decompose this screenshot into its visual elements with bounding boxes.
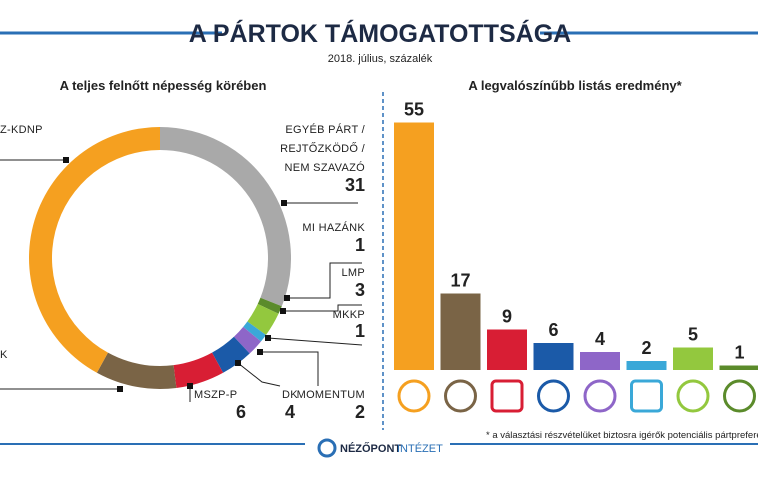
- party-logo: [490, 379, 524, 413]
- value-label: 55: [404, 100, 424, 120]
- party-logo: [676, 379, 710, 413]
- leader-dot: [284, 295, 290, 301]
- donut-slice: [160, 127, 291, 307]
- donut-slice: [233, 326, 261, 354]
- value-label: 4: [595, 329, 605, 349]
- slice-label: Z-KDNP: [0, 124, 43, 136]
- slice-label: MKKP: [333, 309, 365, 321]
- donut-slice: [247, 303, 279, 335]
- donut-slice: [257, 297, 282, 314]
- value-label: 5: [688, 325, 698, 345]
- leader-dot: [265, 335, 271, 341]
- bar: [440, 293, 481, 370]
- leader-line: [283, 304, 362, 312]
- slice-label: NEM SZAVAZÓ: [284, 161, 365, 174]
- value-label: 6: [236, 402, 246, 422]
- brand-name: INTÉZET: [397, 442, 443, 455]
- value-label: 1: [734, 343, 744, 363]
- leader-line: [267, 337, 363, 346]
- leader-dot: [257, 349, 263, 355]
- slice-label: MOMENTUM: [297, 389, 365, 401]
- party-logo: [630, 379, 663, 413]
- leader-dot: [187, 383, 193, 389]
- value-label: 4: [285, 402, 295, 422]
- value-label: 31: [345, 175, 365, 195]
- donut-slice: [212, 336, 250, 373]
- value-label: 1: [355, 235, 365, 255]
- slice-label: EGYÉB PÁRT /: [285, 123, 365, 136]
- donut-slice: [29, 127, 161, 373]
- brand-icon: [317, 438, 337, 458]
- donut-slice: [173, 352, 224, 388]
- slice-label: MI HAZÁNK: [302, 221, 365, 234]
- value-label: 9: [502, 307, 512, 327]
- leader-dot: [235, 360, 241, 366]
- bar: [580, 352, 620, 370]
- slice-label: MSZP-P: [194, 389, 237, 401]
- leader-line: [287, 262, 362, 299]
- bar: [533, 343, 574, 370]
- donut-slice: [243, 321, 266, 342]
- value-label: 17: [450, 271, 470, 291]
- footnote: * a választási részvételüket biztosra ig…: [486, 430, 758, 441]
- bar: [719, 365, 758, 370]
- party-logo: [583, 379, 617, 413]
- chart-title: A teljes felnőtt népesség körében: [60, 78, 267, 93]
- leader-line: [260, 351, 319, 386]
- leader-dot: [117, 386, 123, 392]
- page-title: A PÁRTOK TÁMOGATOTTSÁGA: [189, 19, 571, 48]
- leader-dot: [63, 157, 69, 163]
- bar: [673, 347, 713, 370]
- donut-slice: [96, 352, 177, 390]
- party-logo: [444, 379, 477, 413]
- party-logo: [537, 379, 570, 413]
- leader-line: [237, 362, 281, 387]
- subtitle: 2018. július, százalék: [328, 53, 433, 65]
- chart-title: A legvalószínűbb listás eredmény*: [468, 78, 682, 93]
- leader-dot: [281, 200, 287, 206]
- bar: [394, 122, 434, 370]
- brand-name: NÉZŐPONT: [340, 442, 401, 455]
- slice-label: DK: [282, 389, 298, 401]
- value-label: 6: [548, 320, 558, 340]
- slice-label: K: [0, 349, 8, 361]
- party-logo: [723, 379, 756, 413]
- slice-label: LMP: [341, 267, 365, 279]
- bar: [626, 361, 667, 370]
- value-label: 2: [641, 338, 651, 358]
- bar: [487, 329, 527, 370]
- value-label: 2: [355, 402, 365, 422]
- leader-dot: [280, 308, 286, 314]
- party-logo: [397, 379, 431, 413]
- slice-label: REJTŐZKÖDŐ /: [280, 141, 366, 155]
- value-label: 1: [355, 321, 365, 341]
- value-label: 3: [355, 280, 365, 300]
